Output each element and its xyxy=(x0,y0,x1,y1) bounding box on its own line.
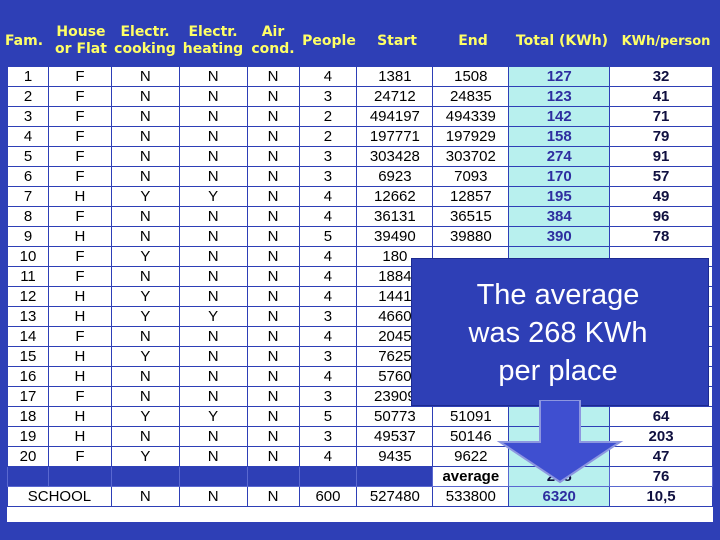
table-row: 4 F N N N 2 197771 197929 158 79 xyxy=(7,126,713,147)
school-name: SCHOOL xyxy=(7,486,112,507)
school-total: 6320 xyxy=(508,486,611,507)
header-end: End xyxy=(458,32,488,49)
callout-box xyxy=(411,258,709,406)
school-row: SCHOOL N N N 600 527480 533800 6320 10,5 xyxy=(7,486,713,507)
header-people: People xyxy=(302,32,356,49)
header-start: Start xyxy=(377,32,417,49)
school-per-person: 10,5 xyxy=(609,486,713,507)
table-row: 18 H Y Y N 5 50773 51091 64 xyxy=(7,406,713,427)
header-air-cond: Air cond. xyxy=(251,24,295,57)
table-row: 3 F N N N 2 494197 494339 142 71 xyxy=(7,106,713,127)
table-row: 7 H Y Y N 4 12662 12857 195 49 xyxy=(7,186,713,207)
table-row: 5 F N N N 3 303428 303702 274 91 xyxy=(7,146,713,167)
down-arrow-icon xyxy=(496,400,624,484)
header-kwh-per-person: KWh/person xyxy=(621,33,711,49)
average-per-person: 76 xyxy=(609,466,713,487)
table-row: 1 F N N N 4 1381 1508 127 32 xyxy=(7,66,713,87)
average-row: average 268 76 xyxy=(7,466,713,487)
table-row: 8 F N N N 4 36131 36515 384 96 xyxy=(7,206,713,227)
callout-text: The average was 268 KWh per place xyxy=(468,279,648,387)
header-total-kwh: Total (KWh) xyxy=(515,32,609,49)
header-electr-cooking: Electr. cooking xyxy=(114,24,176,57)
table-row: 6 F N N N 3 6923 7093 170 57 xyxy=(7,166,713,187)
header-house-or-flat: House or Flat xyxy=(55,24,107,57)
table-header: Fam. House or Flat Electr. cooking Electr.… xyxy=(0,20,720,62)
header-electr-heating: Electr. heating xyxy=(182,24,244,57)
table-row: 2 F N N N 3 24712 24835 123 41 xyxy=(7,86,713,107)
header-fam: Fam. xyxy=(4,32,44,49)
table-row: 9 H N N N 5 39490 39880 390 78 xyxy=(7,226,713,247)
